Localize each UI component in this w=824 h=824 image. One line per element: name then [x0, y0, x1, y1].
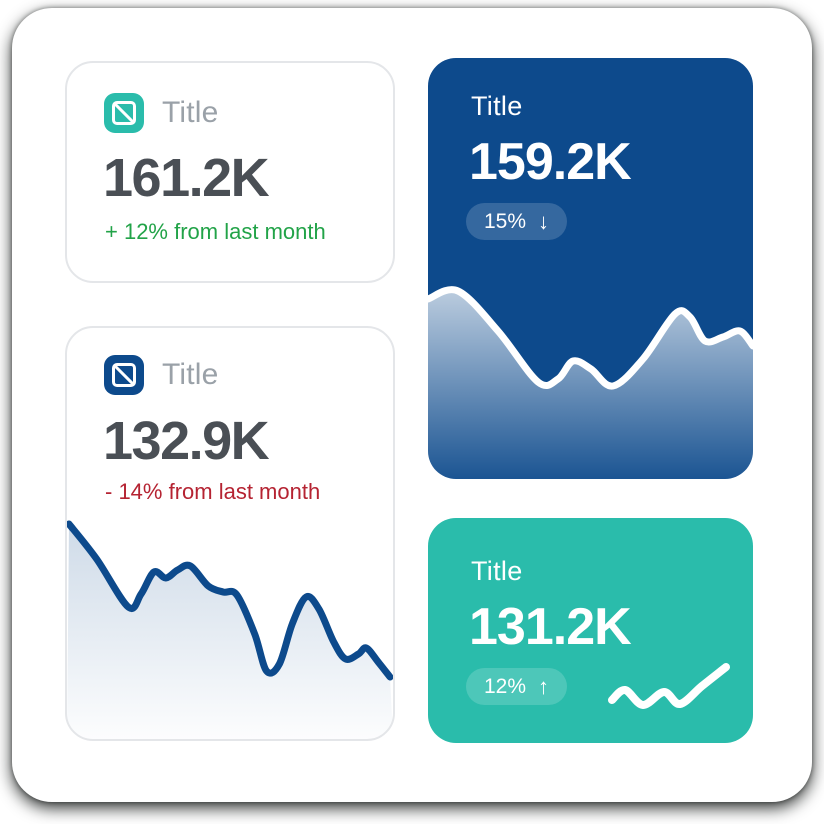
badge-value: 12% — [484, 674, 527, 698]
area-chart-light — [67, 514, 393, 739]
arrow-up-icon: ↑ — [538, 673, 550, 699]
dashboard-canvas: Title 161.2K + 12% from last month Title… — [12, 8, 812, 802]
card-value: 131.2K — [469, 598, 632, 656]
stat-card-bottom-right[interactable]: Title 131.2K 12% ↑ — [428, 518, 753, 743]
delta-text: - 14% from last month — [105, 479, 321, 504]
stat-card-bottom-left[interactable]: Title 132.9K - 14% from last month — [65, 326, 395, 741]
stat-card-top-left[interactable]: Title 161.2K + 12% from last month — [65, 61, 395, 283]
card-title: Title — [471, 91, 523, 121]
square-slash-icon — [104, 355, 144, 395]
square-slash-icon — [104, 93, 144, 133]
card-value: 159.2K — [469, 133, 632, 191]
stat-card-top-right[interactable]: Title 159.2K 15% ↓ — [428, 58, 753, 479]
sparkline-chart — [608, 663, 730, 714]
trend-badge: 12% ↑ — [466, 668, 568, 705]
area-chart-blue — [428, 279, 753, 479]
card-header: Title — [104, 93, 219, 133]
card-title: Title — [471, 556, 523, 586]
card-value: 161.2K — [103, 148, 270, 208]
card-title: Title — [162, 358, 219, 391]
area-chart-svg — [428, 286, 753, 479]
arrow-down-icon: ↓ — [538, 208, 550, 234]
area-chart-svg — [67, 520, 393, 739]
card-header: Title — [104, 355, 219, 395]
sparkline-svg — [608, 663, 730, 709]
card-title: Title — [162, 96, 219, 129]
trend-badge: 15% ↓ — [466, 203, 568, 240]
badge-value: 15% — [484, 209, 527, 233]
delta-text: + 12% from last month — [105, 219, 326, 244]
card-value: 132.9K — [103, 411, 270, 471]
